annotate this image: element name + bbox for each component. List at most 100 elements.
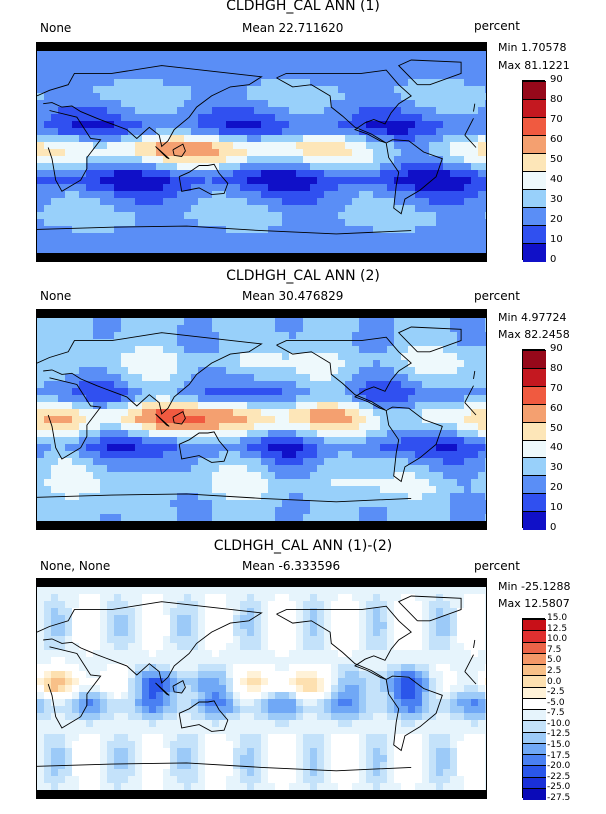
colorbar-swatch (523, 189, 546, 208)
coastline (37, 225, 262, 232)
missing-data-band (37, 310, 486, 318)
coastline (178, 163, 229, 196)
min-label: Min 1.70578 (498, 41, 567, 54)
colorbar-swatch (523, 367, 546, 387)
mean-label: Mean 22.711620 (242, 21, 344, 35)
coastline (397, 595, 462, 622)
colorbar-swatch (523, 686, 546, 699)
colorbar-swatch (523, 652, 546, 665)
plot-panel-2: CLDHGH_CAL ANN (2) None Mean 30.476829 p… (0, 268, 606, 540)
units-label: percent (474, 559, 520, 573)
colorbar-swatch (523, 385, 546, 405)
coastline (37, 65, 263, 148)
colorbar (522, 618, 546, 800)
coastline (172, 410, 186, 425)
colorbar-swatch (523, 475, 546, 495)
coastline (385, 675, 443, 752)
colorbar-swatch (523, 135, 546, 154)
coastline (37, 493, 262, 499)
coastline (155, 146, 170, 160)
coastline (464, 134, 477, 148)
coastline (47, 110, 102, 192)
coastline (473, 639, 476, 648)
colorbar-tick-label: 70 (550, 382, 563, 394)
colorbar-swatch (523, 511, 546, 530)
colorbar-tick-label: 10 (550, 234, 563, 245)
colorbar-tick-label: 60 (550, 402, 563, 414)
colorbar-swatch (523, 421, 546, 441)
plot-panel-3: CLDHGH_CAL ANN (1)-(2) None, None Mean -… (0, 538, 606, 810)
colorbar-tick-label: -17.5 (547, 750, 571, 761)
coastline (473, 103, 476, 112)
coastline (178, 700, 229, 732)
colorbar-tick-label: 12.5 (547, 623, 568, 634)
max-label: Max 81.1221 (498, 59, 570, 72)
colorbar (522, 80, 546, 262)
colorbar-tick-label: -12.5 (547, 729, 571, 740)
colorbar-swatch (523, 225, 546, 244)
colorbar-tick-label: 10 (550, 502, 563, 514)
colorbar-swatch (523, 720, 546, 733)
coastline (155, 682, 170, 696)
coastline (261, 230, 412, 235)
units-label: percent (474, 289, 520, 303)
colorbar-tick-label: -2.5 (547, 687, 565, 698)
colorbar-swatch (523, 731, 546, 744)
panel-title: CLDHGH_CAL ANN (1) (226, 0, 380, 14)
colorbar-swatch (523, 171, 546, 190)
coastline (172, 679, 186, 694)
colorbar-swatch (523, 742, 546, 755)
global-map (36, 42, 487, 262)
colorbar-swatch (523, 776, 546, 789)
colorbar-tick-label: 30 (550, 462, 563, 474)
colorbar-tick-label: -5.0 (547, 697, 565, 708)
colorbar-tick-label: 40 (550, 174, 563, 185)
coastline (464, 402, 477, 416)
left-label: None (40, 289, 72, 303)
colorbar-tick-label: 90 (550, 74, 563, 85)
colorbar-swatch (523, 664, 546, 677)
coastline (385, 139, 443, 215)
plot-panel-1: CLDHGH_CAL ANN (1) None Mean 22.711620 p… (0, 0, 606, 270)
colorbar-tick-label: -27.5 (547, 793, 571, 803)
colorbar-swatch (523, 99, 546, 118)
colorbar-swatch (523, 787, 546, 800)
colorbar (522, 349, 546, 530)
coastline (473, 370, 476, 379)
left-label: None (40, 21, 72, 35)
colorbar-swatch (523, 709, 546, 722)
mean-label: Mean -6.333596 (242, 559, 341, 573)
map-field (37, 579, 486, 798)
colorbar-tick-label: 90 (550, 343, 563, 354)
missing-data-band (37, 253, 486, 261)
colorbar-swatch (523, 153, 546, 172)
colorbar-tick-label: 30 (550, 194, 563, 205)
mean-label: Mean 30.476829 (242, 289, 344, 303)
colorbar-tick-label: -20.0 (547, 761, 571, 772)
colorbar-tick-label: 50 (550, 154, 563, 165)
coastline (261, 766, 412, 772)
coastline (276, 605, 412, 680)
colorbar-tick-label: -10.0 (547, 718, 571, 729)
colorbar-swatch (523, 641, 546, 654)
coastline (276, 336, 412, 411)
coastline (385, 406, 443, 483)
missing-data-band (37, 790, 486, 798)
coastline (464, 118, 474, 136)
max-label: Max 12.5807 (498, 597, 570, 610)
map-field (37, 310, 486, 529)
colorbar-swatch (523, 350, 546, 369)
colorbar-tick-label: 10.0 (547, 634, 568, 645)
colorbar-tick-label: 70 (550, 114, 563, 125)
units-label: percent (474, 19, 520, 33)
coastline (37, 601, 263, 684)
colorbar-swatch (523, 619, 546, 632)
colorbar-tick-label: -15.0 (547, 740, 571, 751)
colorbar-swatch (523, 754, 546, 767)
colorbar-tick-label: 0.0 (547, 676, 562, 687)
colorbar-swatch (523, 439, 546, 459)
map-field (37, 43, 486, 261)
coastline (464, 385, 474, 403)
coastline (47, 377, 102, 460)
global-map (36, 309, 487, 530)
